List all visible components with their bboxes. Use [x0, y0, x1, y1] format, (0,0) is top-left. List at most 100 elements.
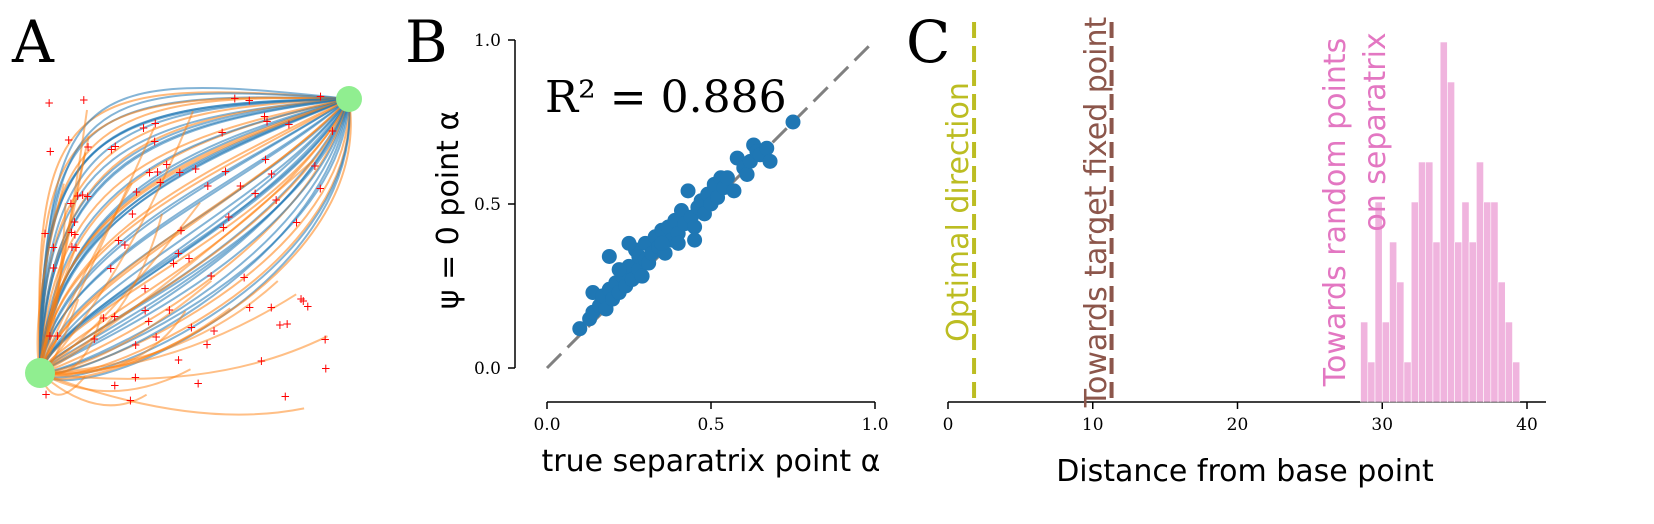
trajectory-orange	[39, 280, 213, 374]
scatter-point	[687, 219, 703, 235]
trajectory-blue	[39, 98, 351, 379]
histogram-bar	[1454, 241, 1463, 403]
separatrix-marker: +	[296, 292, 306, 306]
b-x-tick-label: 0.5	[697, 415, 724, 435]
trajectory-blue	[39, 98, 350, 374]
separatrix-marker: +	[310, 159, 320, 173]
separatrix-marker: +	[191, 162, 201, 176]
histogram-bar	[1490, 201, 1499, 403]
r-squared-annotation: R² = 0.886	[545, 72, 787, 123]
separatrix-marker: +	[217, 125, 227, 139]
separatrix-marker: +	[245, 301, 255, 315]
scatter-point	[726, 183, 742, 199]
b-x-tick-label: 0.0	[533, 415, 560, 435]
separatrix-marker: +	[218, 221, 228, 235]
trajectory-orange	[39, 159, 315, 374]
separatrix-marker: +	[275, 318, 285, 332]
optimal-direction-label: Optimal direction	[941, 82, 976, 342]
scatter-point	[687, 232, 703, 248]
separatrix-marker: +	[45, 145, 55, 159]
histogram-bar	[1512, 361, 1521, 403]
separatrix-marker: +	[73, 189, 83, 203]
b-y-tick-label: 0.5	[474, 195, 501, 215]
b-x-tick-label: 1.0	[861, 415, 888, 435]
separatrix-marker: +	[106, 261, 116, 275]
scatter-point	[611, 262, 627, 278]
separatrix-marker: +	[282, 317, 292, 331]
separatrix-marker: +	[315, 90, 325, 104]
trajectory-orange	[39, 98, 350, 374]
separatrix-marker: +	[140, 304, 150, 318]
panel-c-histogram: 0 10 20 30 40 Optimal direction Towards targ…	[941, 16, 1546, 489]
separatrix-marker: +	[327, 124, 337, 138]
histogram-bar	[1418, 161, 1426, 403]
separatrix-marker: +	[280, 389, 290, 403]
histogram-bar	[1504, 321, 1513, 403]
separatrix-marker: +	[139, 121, 149, 135]
histogram-bar	[1381, 321, 1390, 403]
panel-a-trajectories: ++++++++++++ ++++++++++++++++++++++++++++…	[25, 86, 362, 416]
scatter-point	[680, 183, 696, 199]
separatrix-marker: +	[202, 338, 212, 352]
trajectory-orange	[39, 213, 163, 374]
separatrix-marker: +	[83, 140, 93, 154]
trajectory-orange	[39, 202, 201, 374]
scatter-point	[634, 268, 650, 284]
trajectory-orange	[39, 335, 328, 380]
c-x-tick-label: 30	[1371, 415, 1393, 435]
separatrix-marker: +	[271, 193, 281, 207]
separatrix-marker: +	[298, 294, 308, 308]
histogram-bar	[1483, 201, 1492, 403]
separatrix-marker: +	[303, 300, 313, 314]
panel-letter-b: B	[405, 8, 448, 76]
separatrix-marker: +	[48, 241, 58, 255]
histogram-bar	[1389, 241, 1398, 403]
c-x-tick-label: 20	[1227, 415, 1249, 435]
c-x-tick-label: 40	[1516, 415, 1538, 435]
histogram-bar	[1468, 241, 1477, 403]
trajectory-orange	[39, 98, 352, 380]
trajectory-orange	[39, 293, 297, 375]
separatrix-marker: +	[71, 240, 81, 254]
separatrix-marker: +	[260, 153, 270, 167]
separatrix-marker: +	[193, 377, 203, 391]
fixed-point-right	[336, 86, 362, 112]
separatrix-marker: +	[140, 281, 150, 295]
separatrix-marker: +	[52, 329, 62, 343]
separatrix-marker: +	[315, 182, 325, 196]
separatrix-marker: +	[173, 247, 183, 261]
separatrix-marker: +	[284, 118, 294, 132]
separatrix-marker: +	[176, 223, 186, 237]
scatter-point	[621, 235, 637, 251]
separatrix-marker: +	[292, 215, 302, 229]
separatrix-marker: +	[184, 251, 194, 265]
separatrix-marker: +	[89, 332, 99, 346]
trajectory-blue	[39, 98, 350, 374]
trajectory-orange	[39, 109, 88, 374]
separatrix-marker: +	[320, 333, 330, 347]
b-x-label: true separatrix point α	[542, 444, 881, 479]
histogram-bar	[1410, 201, 1419, 403]
trajectory-orange	[39, 98, 350, 374]
separatrix-marker: +	[203, 179, 213, 193]
separatrix-marker: +	[106, 142, 116, 156]
separatrix-marker: +	[67, 240, 77, 254]
scatter-point	[759, 140, 775, 156]
trajectory-orange	[39, 280, 279, 374]
scatter-point	[739, 166, 755, 182]
target-fixed-point-label: Towards target fixed point	[1079, 16, 1114, 408]
separatrix-marker: +	[206, 269, 216, 283]
separatrix-marker: +	[321, 362, 331, 376]
separatrix-marker: +	[66, 197, 76, 211]
separatrix-marker: +	[162, 158, 172, 172]
c-x-label: Distance from base point	[1056, 454, 1434, 489]
trajectory-orange	[39, 136, 90, 374]
histogram-bar	[1396, 281, 1405, 403]
scatter-point	[762, 153, 778, 169]
scatter-point	[670, 235, 686, 251]
separatrix-marker: +	[110, 140, 120, 154]
separatrix-marker: +	[244, 93, 254, 107]
separatrix-marker: +	[48, 261, 58, 275]
trajectory-blue	[39, 98, 350, 374]
